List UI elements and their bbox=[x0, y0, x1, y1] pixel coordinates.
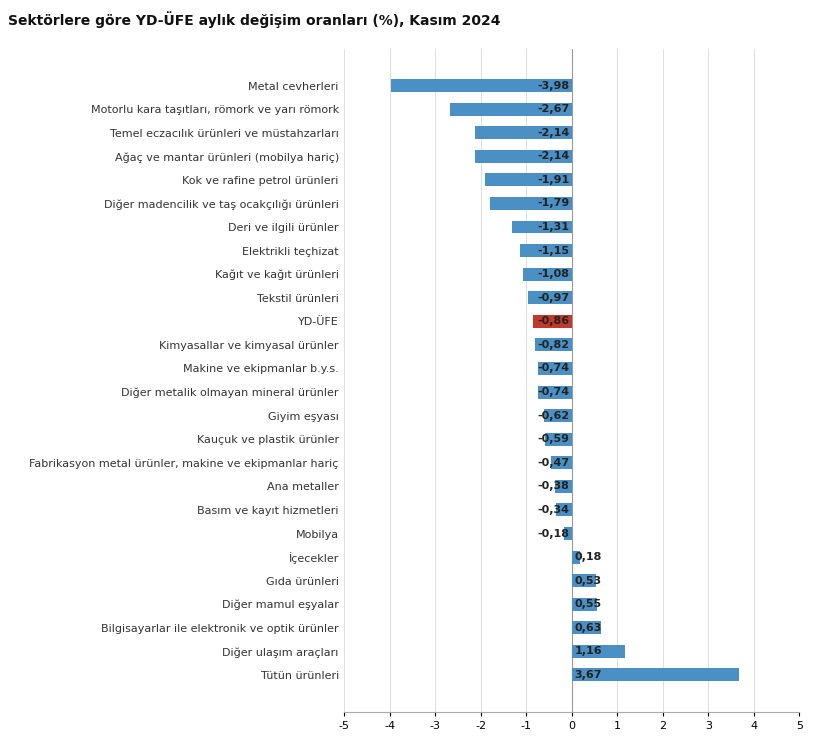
Text: -0,34: -0,34 bbox=[537, 505, 569, 515]
Text: -2,14: -2,14 bbox=[536, 128, 569, 138]
Bar bbox=[554, 480, 571, 493]
Bar bbox=[571, 550, 579, 563]
Text: -0,59: -0,59 bbox=[537, 434, 569, 444]
Bar bbox=[450, 102, 571, 116]
Bar bbox=[391, 79, 571, 92]
Text: 0,18: 0,18 bbox=[573, 552, 601, 562]
Text: -2,67: -2,67 bbox=[536, 104, 569, 114]
Text: 3,67: 3,67 bbox=[573, 670, 601, 680]
Bar bbox=[523, 267, 571, 281]
Bar bbox=[571, 598, 596, 611]
Text: -0,82: -0,82 bbox=[537, 340, 569, 350]
Text: 0,63: 0,63 bbox=[573, 623, 601, 633]
Bar bbox=[474, 127, 571, 139]
Text: -0,38: -0,38 bbox=[537, 481, 569, 492]
Text: -0,62: -0,62 bbox=[537, 410, 569, 421]
Bar bbox=[563, 527, 571, 540]
Bar bbox=[534, 338, 571, 352]
Bar bbox=[519, 244, 571, 257]
Text: -0,86: -0,86 bbox=[537, 316, 569, 326]
Bar bbox=[484, 173, 571, 186]
Text: 0,53: 0,53 bbox=[573, 576, 600, 586]
Text: -1,91: -1,91 bbox=[536, 175, 569, 184]
Text: 1,16: 1,16 bbox=[573, 646, 601, 657]
Text: -0,74: -0,74 bbox=[537, 387, 569, 397]
Bar bbox=[571, 669, 738, 681]
Text: 0,55: 0,55 bbox=[573, 599, 600, 609]
Bar bbox=[537, 386, 571, 398]
Text: -2,14: -2,14 bbox=[536, 151, 569, 161]
Bar bbox=[490, 197, 571, 210]
Bar bbox=[537, 362, 571, 375]
Bar bbox=[571, 645, 624, 658]
Text: -1,15: -1,15 bbox=[537, 245, 569, 255]
Bar bbox=[543, 409, 571, 422]
Bar bbox=[571, 575, 595, 587]
Bar bbox=[512, 221, 571, 233]
Text: -3,98: -3,98 bbox=[537, 81, 569, 90]
Bar bbox=[545, 433, 571, 446]
Text: -0,74: -0,74 bbox=[537, 364, 569, 373]
Text: -0,97: -0,97 bbox=[537, 293, 569, 303]
Text: -1,08: -1,08 bbox=[537, 269, 569, 279]
Text: -0,47: -0,47 bbox=[537, 458, 569, 468]
Bar bbox=[571, 621, 600, 634]
Text: -0,18: -0,18 bbox=[537, 529, 569, 538]
Text: -1,79: -1,79 bbox=[536, 199, 569, 209]
Bar bbox=[556, 504, 571, 517]
Bar bbox=[532, 315, 571, 328]
Text: Sektörlere göre YD-ÜFE aylık değişim oranları (%), Kasım 2024: Sektörlere göre YD-ÜFE aylık değişim ora… bbox=[8, 11, 500, 28]
Bar bbox=[527, 291, 571, 304]
Text: -1,31: -1,31 bbox=[537, 222, 569, 232]
Bar bbox=[474, 150, 571, 163]
Bar bbox=[550, 456, 571, 469]
